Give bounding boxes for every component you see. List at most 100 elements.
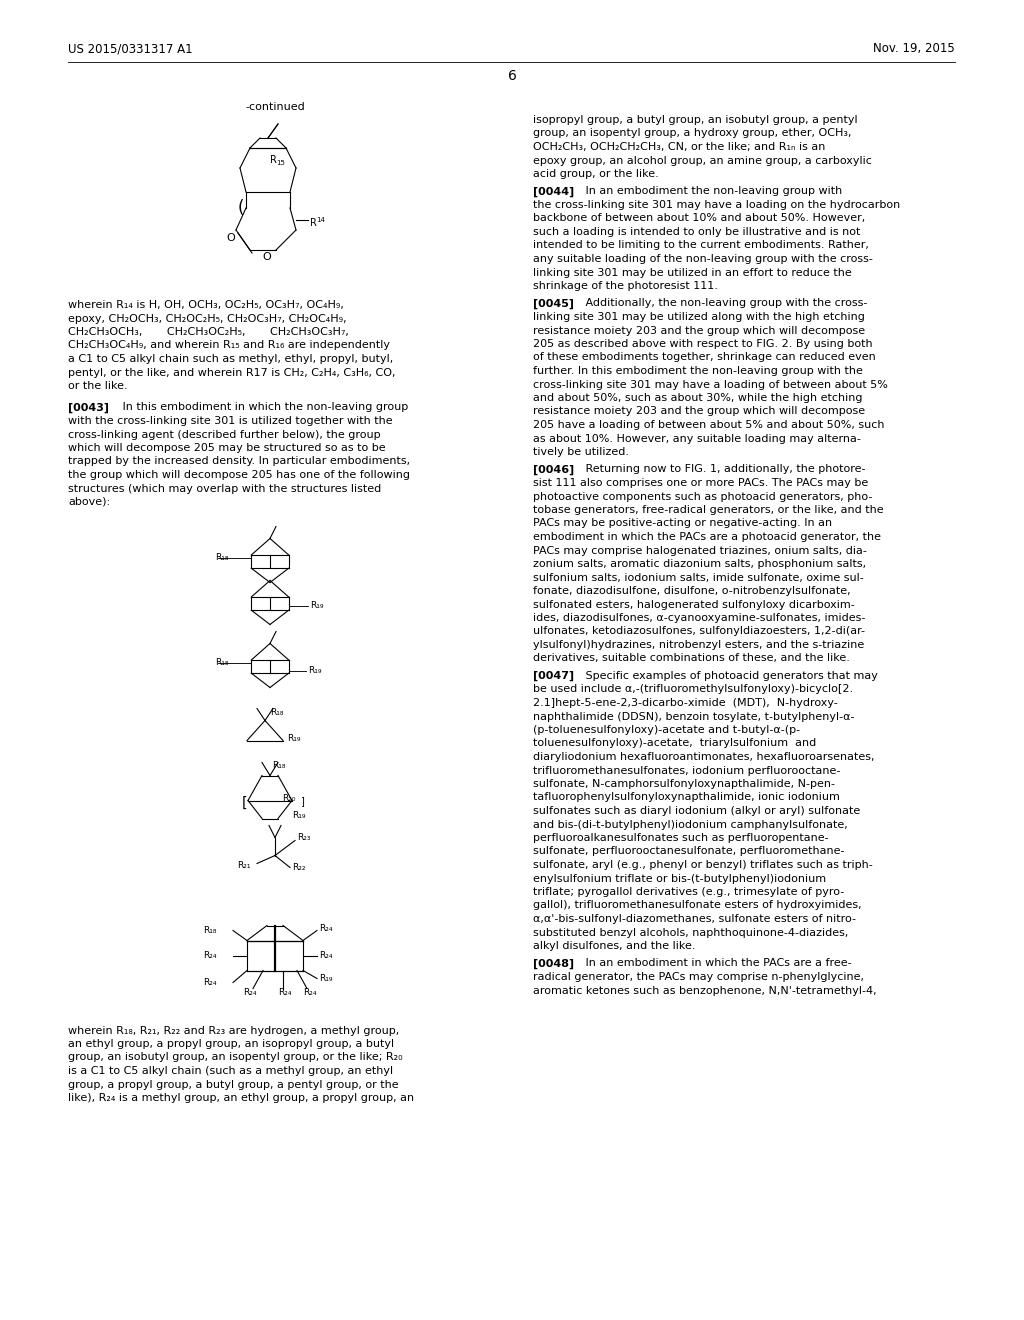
Text: perfluoroalkanesulfonates such as perfluoropentane-: perfluoroalkanesulfonates such as perflu… <box>534 833 828 843</box>
Text: and bis-(di-t-butylphenyl)iodonium camphanylsulfonate,: and bis-(di-t-butylphenyl)iodonium camph… <box>534 820 848 829</box>
Text: [0046]: [0046] <box>534 465 574 475</box>
Text: PACs may comprise halogenated triazines, onium salts, dia-: PACs may comprise halogenated triazines,… <box>534 545 867 556</box>
Text: shrinkage of the photoresist 111.: shrinkage of the photoresist 111. <box>534 281 718 290</box>
Text: sulfonate, perfluorooctanesulfonate, perfluoromethane-: sulfonate, perfluorooctanesulfonate, per… <box>534 846 845 857</box>
Text: further. In this embodiment the non-leaving group with the: further. In this embodiment the non-leav… <box>534 366 863 376</box>
Text: α,α'-bis-sulfonyl-diazomethanes, sulfonate esters of nitro-: α,α'-bis-sulfonyl-diazomethanes, sulfona… <box>534 913 856 924</box>
Text: sulfonium salts, iodonium salts, imide sulfonate, oxime sul-: sulfonium salts, iodonium salts, imide s… <box>534 573 864 582</box>
Text: R₁₉: R₁₉ <box>319 974 333 983</box>
Text: backbone of between about 10% and about 50%. However,: backbone of between about 10% and about … <box>534 214 865 223</box>
Text: (p-toluenesulfonyloxy)-acetate and t-butyl-α-(p-: (p-toluenesulfonyloxy)-acetate and t-but… <box>534 725 800 735</box>
Text: 205 as described above with respect to FIG. 2. By using both: 205 as described above with respect to F… <box>534 339 872 348</box>
Text: intended to be limiting to the current embodiments. Rather,: intended to be limiting to the current e… <box>534 240 869 251</box>
Text: linking site 301 may be utilized in an effort to reduce the: linking site 301 may be utilized in an e… <box>534 268 852 277</box>
Text: R₂₄: R₂₄ <box>319 950 333 960</box>
Text: R₁₉: R₁₉ <box>310 601 324 610</box>
Text: PACs may be positive-acting or negative-acting. In an: PACs may be positive-acting or negative-… <box>534 519 833 528</box>
Text: R₁₈: R₁₈ <box>215 553 228 562</box>
Text: tively be utilized.: tively be utilized. <box>534 447 629 457</box>
Text: and about 50%, such as about 30%, while the high etching: and about 50%, such as about 30%, while … <box>534 393 862 403</box>
Text: R: R <box>310 218 316 228</box>
Text: R₂₄: R₂₄ <box>278 987 292 997</box>
Text: group, an isopentyl group, a hydroxy group, ether, OCH₃,: group, an isopentyl group, a hydroxy gro… <box>534 128 852 139</box>
Text: structures (which may overlap with the structures listed: structures (which may overlap with the s… <box>68 483 381 494</box>
Text: resistance moiety 203 and the group which will decompose: resistance moiety 203 and the group whic… <box>534 326 865 335</box>
Text: such a loading is intended to only be illustrative and is not: such a loading is intended to only be il… <box>534 227 860 238</box>
Text: cross-linking agent (described further below), the group: cross-linking agent (described further b… <box>68 429 381 440</box>
Text: pentyl, or the like, and wherein R17 is CH₂, C₂H₄, C₃H₆, CO,: pentyl, or the like, and wherein R17 is … <box>68 367 395 378</box>
Text: R₁₈: R₁₈ <box>203 927 216 935</box>
Text: as about 10%. However, any suitable loading may alterna-: as about 10%. However, any suitable load… <box>534 433 861 444</box>
Text: 14: 14 <box>316 216 325 223</box>
Text: CH₂CH₃OC₄H₉, and wherein R₁₅ and R₁₆ are independently: CH₂CH₃OC₄H₉, and wherein R₁₅ and R₁₆ are… <box>68 341 390 351</box>
Text: Nov. 19, 2015: Nov. 19, 2015 <box>873 42 955 55</box>
Text: tafluorophenylsulfonyloxynapthalimide, ionic iodonium: tafluorophenylsulfonyloxynapthalimide, i… <box>534 792 840 803</box>
Text: [0044]: [0044] <box>534 186 574 197</box>
Text: ]: ] <box>300 796 304 807</box>
Text: an ethyl group, a propyl group, an isopropyl group, a butyl: an ethyl group, a propyl group, an isopr… <box>68 1039 394 1049</box>
Text: In an embodiment in which the PACs are a free-: In an embodiment in which the PACs are a… <box>575 958 852 969</box>
Text: Additionally, the non-leaving group with the cross-: Additionally, the non-leaving group with… <box>575 298 867 309</box>
Text: R₁₉: R₁₉ <box>287 734 300 743</box>
Text: triflate; pyrogallol derivatives (e.g., trimesylate of pyro-: triflate; pyrogallol derivatives (e.g., … <box>534 887 844 898</box>
Text: R₂₁: R₂₁ <box>237 861 251 870</box>
Text: enylsulfonium triflate or bis-(t-butylphenyl)iodonium: enylsulfonium triflate or bis-(t-butylph… <box>534 874 826 883</box>
Text: tobase generators, free-radical generators, or the like, and the: tobase generators, free-radical generato… <box>534 506 884 515</box>
Text: R₁₉: R₁₉ <box>308 667 322 675</box>
Text: R₂₄: R₂₄ <box>243 987 256 997</box>
Text: photoactive components such as photoacid generators, pho-: photoactive components such as photoacid… <box>534 491 872 502</box>
Text: R₁₈: R₁₈ <box>215 657 228 667</box>
Text: which will decompose 205 may be structured so as to be: which will decompose 205 may be structur… <box>68 444 386 453</box>
Text: isopropyl group, a butyl group, an isobutyl group, a pentyl: isopropyl group, a butyl group, an isobu… <box>534 115 858 125</box>
Text: R₂₂: R₂₂ <box>292 863 305 873</box>
Text: the group which will decompose 205 has one of the following: the group which will decompose 205 has o… <box>68 470 410 480</box>
Text: group, an isobutyl group, an isopentyl group, or the like; R₂₀: group, an isobutyl group, an isopentyl g… <box>68 1052 402 1063</box>
Text: [0043]: [0043] <box>68 403 109 413</box>
Text: CH₂CH₃OCH₃,       CH₂CH₃OC₂H₅,       CH₂CH₃OC₃H₇,: CH₂CH₃OCH₃, CH₂CH₃OC₂H₅, CH₂CH₃OC₃H₇, <box>68 327 349 337</box>
Text: R₁₉: R₁₉ <box>292 810 305 820</box>
Text: zonium salts, aromatic diazonium salts, phosphonium salts,: zonium salts, aromatic diazonium salts, … <box>534 558 866 569</box>
Text: diaryliodonium hexafluoroantimonates, hexafluoroarsenates,: diaryliodonium hexafluoroantimonates, he… <box>534 752 874 762</box>
Text: like), R₂₄ is a methyl group, an ethyl group, a propyl group, an: like), R₂₄ is a methyl group, an ethyl g… <box>68 1093 414 1104</box>
Text: wherein R₁₄ is H, OH, OCH₃, OC₂H₅, OC₃H₇, OC₄H₉,: wherein R₁₄ is H, OH, OCH₃, OC₂H₅, OC₃H₇… <box>68 300 344 310</box>
Text: above):: above): <box>68 498 111 507</box>
Text: ylsulfonyl)hydrazines, nitrobenzyl esters, and the s-triazine: ylsulfonyl)hydrazines, nitrobenzyl ester… <box>534 640 864 649</box>
Text: R₂₄: R₂₄ <box>203 978 216 987</box>
Text: trapped by the increased density. In particular embodiments,: trapped by the increased density. In par… <box>68 457 411 466</box>
Text: of these embodiments together, shrinkage can reduced even: of these embodiments together, shrinkage… <box>534 352 876 363</box>
Text: toluenesulfonyloxy)-acetate,  triarylsulfonium  and: toluenesulfonyloxy)-acetate, triarylsulf… <box>534 738 816 748</box>
Text: R: R <box>270 154 276 165</box>
Text: sulfonate, N-camphorsulfonyloxynapthalimide, N-pen-: sulfonate, N-camphorsulfonyloxynapthalim… <box>534 779 835 789</box>
Text: naphthalimide (DDSN), benzoin tosylate, t-butylphenyl-α-: naphthalimide (DDSN), benzoin tosylate, … <box>534 711 854 722</box>
Text: trifluoromethanesulfonates, iodonium perfluorooctane-: trifluoromethanesulfonates, iodonium per… <box>534 766 841 776</box>
Text: ides, diazodisulfones, α-cyanooxyamine-sulfonates, imides-: ides, diazodisulfones, α-cyanooxyamine-s… <box>534 612 865 623</box>
Text: Specific examples of photoacid generators that may: Specific examples of photoacid generator… <box>575 671 878 681</box>
Text: acid group, or the like.: acid group, or the like. <box>534 169 658 180</box>
Text: a C1 to C5 alkyl chain such as methyl, ethyl, propyl, butyl,: a C1 to C5 alkyl chain such as methyl, e… <box>68 354 393 364</box>
Text: R₂₄: R₂₄ <box>203 950 216 960</box>
Text: R₂₃: R₂₃ <box>297 833 310 842</box>
Text: sist 111 also comprises one or more PACs. The PACs may be: sist 111 also comprises one or more PACs… <box>534 478 868 488</box>
Text: O: O <box>262 252 270 261</box>
Text: [0048]: [0048] <box>534 958 574 969</box>
Text: any suitable loading of the non-leaving group with the cross-: any suitable loading of the non-leaving … <box>534 253 872 264</box>
Text: or the like.: or the like. <box>68 381 128 391</box>
Text: substituted benzyl alcohols, naphthoquinone-4-diazides,: substituted benzyl alcohols, naphthoquin… <box>534 928 848 937</box>
Text: -continued: -continued <box>245 102 305 112</box>
Text: OCH₂CH₃, OCH₂CH₂CH₃, CN, or the like; and R₁ₙ is an: OCH₂CH₃, OCH₂CH₂CH₃, CN, or the like; an… <box>534 143 825 152</box>
Text: is a C1 to C5 alkyl chain (such as a methyl group, an ethyl: is a C1 to C5 alkyl chain (such as a met… <box>68 1067 393 1076</box>
Text: [0047]: [0047] <box>534 671 574 681</box>
Text: aromatic ketones such as benzophenone, N,N'-tetramethyl-4,: aromatic ketones such as benzophenone, N… <box>534 986 877 995</box>
Text: the cross-linking site 301 may have a loading on the hydrocarbon: the cross-linking site 301 may have a lo… <box>534 201 900 210</box>
Text: fonate, diazodisulfone, disulfone, o-nitrobenzylsulfonate,: fonate, diazodisulfone, disulfone, o-nit… <box>534 586 851 597</box>
Text: alkyl disulfones, and the like.: alkyl disulfones, and the like. <box>534 941 695 950</box>
Text: [: [ <box>242 796 248 809</box>
Text: cross-linking site 301 may have a loading of between about 5%: cross-linking site 301 may have a loadin… <box>534 380 888 389</box>
Text: In an embodiment the non-leaving group with: In an embodiment the non-leaving group w… <box>575 186 843 197</box>
Text: wherein R₁₈, R₂₁, R₂₂ and R₂₃ are hydrogen, a methyl group,: wherein R₁₈, R₂₁, R₂₂ and R₂₃ are hydrog… <box>68 1026 399 1035</box>
Text: 2.1]hept-5-ene-2,3-dicarbo-ximide  (MDT),  N-hydroxy-: 2.1]hept-5-ene-2,3-dicarbo-ximide (MDT),… <box>534 698 838 708</box>
Text: sulfonate, aryl (e.g., phenyl or benzyl) triflates such as triph-: sulfonate, aryl (e.g., phenyl or benzyl)… <box>534 861 872 870</box>
Text: 15: 15 <box>276 160 285 166</box>
Text: group, a propyl group, a butyl group, a pentyl group, or the: group, a propyl group, a butyl group, a … <box>68 1080 398 1089</box>
Text: resistance moiety 203 and the group which will decompose: resistance moiety 203 and the group whic… <box>534 407 865 417</box>
